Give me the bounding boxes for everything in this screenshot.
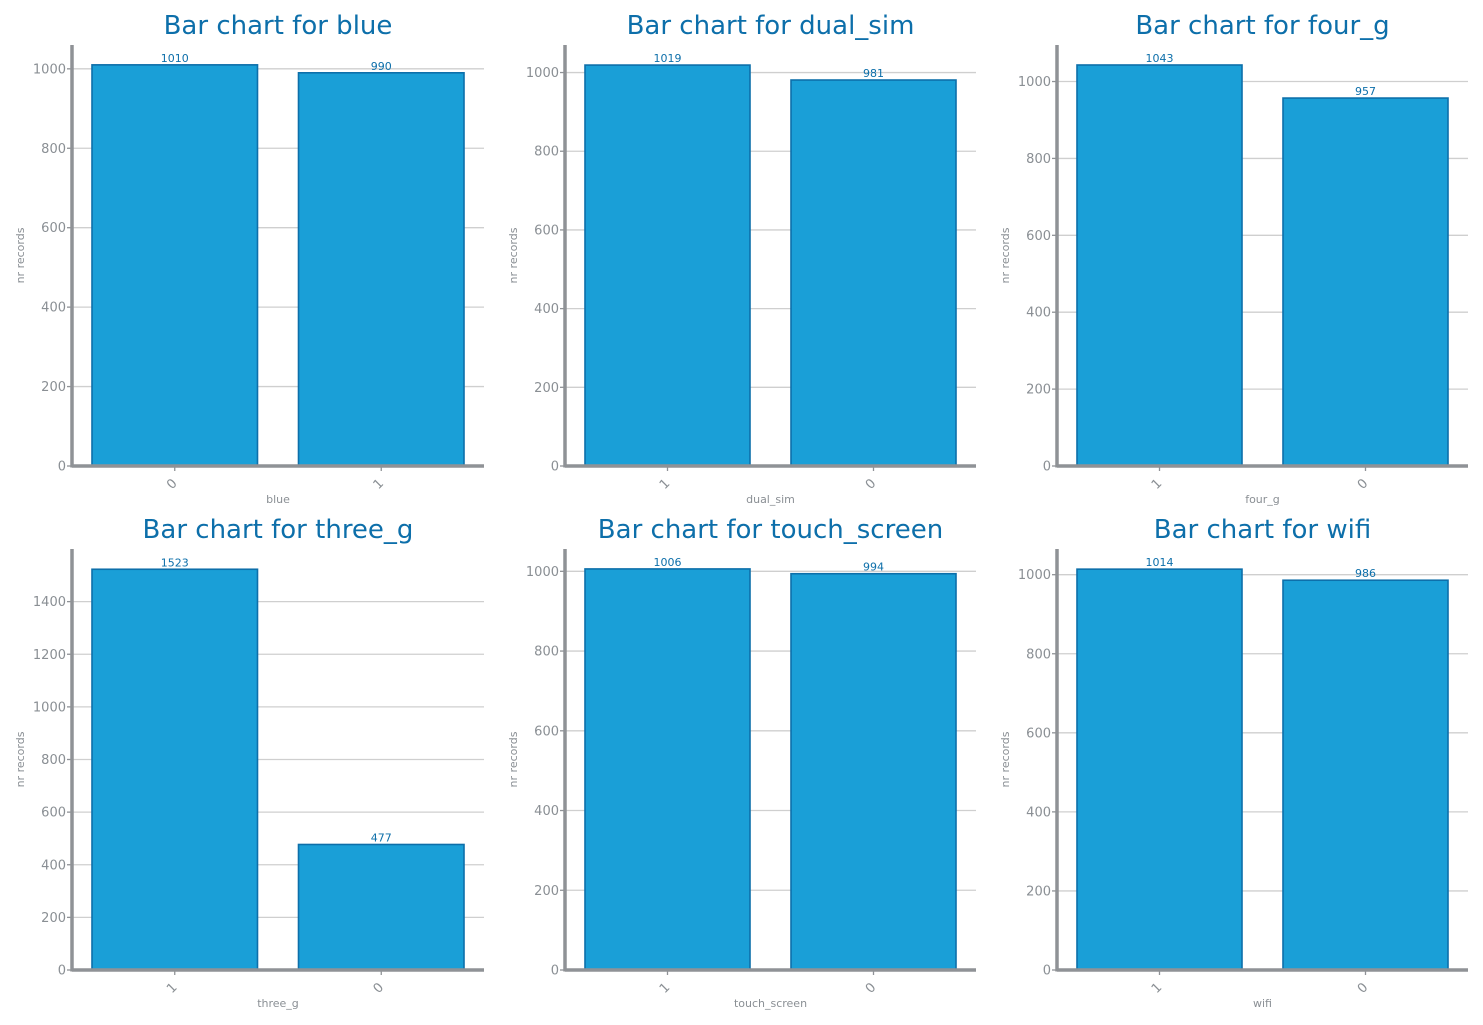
- chart-title: Bar chart for three_g: [143, 515, 414, 545]
- y-tick-label: 1000: [33, 700, 66, 715]
- y-tick-label: 0: [551, 964, 559, 979]
- x-tick-label: 0: [1355, 980, 1371, 996]
- y-tick-label: 400: [534, 804, 559, 819]
- y-tick-label: 600: [1026, 229, 1051, 244]
- y-tick-label: 1000: [33, 62, 66, 77]
- x-tick-label: 0: [1355, 476, 1371, 492]
- y-tick-label: 800: [41, 142, 66, 157]
- data-label: 994: [863, 561, 884, 574]
- y-tick-label: 200: [534, 884, 559, 899]
- data-label: 1006: [654, 556, 682, 569]
- data-label: 1019: [654, 52, 682, 65]
- x-tick-label: 1: [1149, 980, 1165, 996]
- y-tick-label: 200: [41, 380, 66, 395]
- y-tick-label: 200: [1026, 884, 1051, 899]
- bar: [1076, 64, 1243, 467]
- chart-panel-5: Bar chart for touch_screen 0 200 400 600 800 1…: [507, 515, 976, 1010]
- bar: [584, 568, 751, 971]
- data-label: 1523: [161, 556, 189, 569]
- x-tick-label: 0: [863, 476, 879, 492]
- bar: [91, 64, 259, 467]
- chart-panel-1: Bar chart for blue 0 200 400 600 800 1000 1010 0…: [14, 11, 484, 506]
- y-tick-label: 0: [58, 460, 66, 475]
- bar: [91, 568, 259, 971]
- y-tick-label: 600: [534, 223, 559, 238]
- y-tick-label: 600: [534, 724, 559, 739]
- y-tick-label: 400: [1026, 805, 1051, 820]
- x-tick-label: 1: [657, 476, 673, 492]
- data-label: 981: [863, 67, 884, 80]
- x-axis-label: four_g: [1245, 493, 1280, 506]
- x-tick-label: 0: [371, 980, 387, 996]
- bar: [297, 72, 465, 467]
- y-tick-label: 400: [534, 302, 559, 317]
- y-tick-label: 800: [534, 645, 559, 660]
- y-axis-label: nr records: [507, 731, 520, 787]
- chart-title: Bar chart for touch_screen: [598, 515, 943, 545]
- data-label: 1010: [161, 52, 189, 65]
- y-tick-label: 600: [41, 806, 66, 821]
- x-axis-label: wifi: [1253, 997, 1272, 1010]
- x-axis-label: touch_screen: [734, 997, 807, 1010]
- y-tick-label: 200: [41, 911, 66, 926]
- y-tick-label: 400: [41, 301, 66, 316]
- x-tick-label: 1: [371, 476, 387, 492]
- bar: [584, 64, 751, 467]
- y-tick-label: 0: [1043, 460, 1051, 475]
- bar: [1282, 97, 1449, 467]
- x-tick-label: 0: [164, 476, 180, 492]
- bar: [297, 843, 465, 971]
- y-axis-label: nr records: [999, 731, 1012, 787]
- y-axis-label: nr records: [14, 731, 27, 787]
- y-tick-label: 0: [551, 460, 559, 475]
- y-tick-label: 800: [41, 753, 66, 768]
- x-tick-label: 0: [863, 980, 879, 996]
- y-tick-label: 600: [1026, 726, 1051, 741]
- bar: [1282, 579, 1449, 971]
- x-axis-label: three_g: [257, 997, 299, 1010]
- y-tick-label: 1000: [526, 565, 559, 580]
- y-tick-label: 800: [1026, 647, 1051, 662]
- y-axis-label: nr records: [14, 227, 27, 283]
- chart-panel-2: Bar chart for dual_sim 0 200 400 600 800 1000 1…: [507, 11, 976, 506]
- bar: [790, 79, 957, 467]
- data-label: 957: [1355, 85, 1376, 98]
- data-label: 1043: [1146, 52, 1174, 65]
- chart-title: Bar chart for four_g: [1135, 11, 1389, 41]
- chart-panel-6: Bar chart for wifi 0 200 400 600 800 1000 1014 1…: [999, 515, 1468, 1010]
- chart-title: Bar chart for blue: [164, 11, 393, 41]
- y-tick-label: 800: [1026, 152, 1051, 167]
- data-label: 990: [371, 60, 392, 73]
- y-axis-label: nr records: [999, 227, 1012, 283]
- x-axis-label: dual_sim: [746, 493, 795, 506]
- y-tick-label: 200: [534, 381, 559, 396]
- y-tick-label: 0: [58, 964, 66, 979]
- bar: [790, 572, 957, 971]
- y-axis-label: nr records: [507, 227, 520, 283]
- data-label: 986: [1355, 567, 1376, 580]
- y-tick-label: 1400: [33, 595, 66, 610]
- y-tick-label: 400: [1026, 306, 1051, 321]
- x-axis-label: blue: [266, 493, 290, 506]
- chart-title: Bar chart for wifi: [1154, 515, 1371, 545]
- y-tick-label: 600: [41, 221, 66, 236]
- y-tick-label: 400: [41, 858, 66, 873]
- data-label: 1014: [1146, 556, 1174, 569]
- bar: [1076, 568, 1243, 971]
- y-tick-label: 200: [1026, 383, 1051, 398]
- x-tick-label: 1: [164, 980, 180, 996]
- chart-title: Bar chart for dual_sim: [627, 11, 915, 41]
- y-tick-label: 800: [534, 145, 559, 160]
- chart-panel-4: Bar chart for three_g 0 200 400 600 800 1000 12…: [14, 515, 484, 1010]
- y-tick-label: 0: [1043, 964, 1051, 979]
- data-label: 477: [371, 831, 392, 844]
- y-tick-label: 1200: [33, 648, 66, 663]
- y-tick-label: 1000: [1018, 75, 1051, 90]
- x-tick-label: 1: [657, 980, 673, 996]
- x-tick-label: 1: [1149, 476, 1165, 492]
- y-tick-label: 1000: [526, 66, 559, 81]
- chart-panel-3: Bar chart for four_g 0 200 400 600 800 1000 104…: [999, 11, 1468, 506]
- y-tick-label: 1000: [1018, 568, 1051, 583]
